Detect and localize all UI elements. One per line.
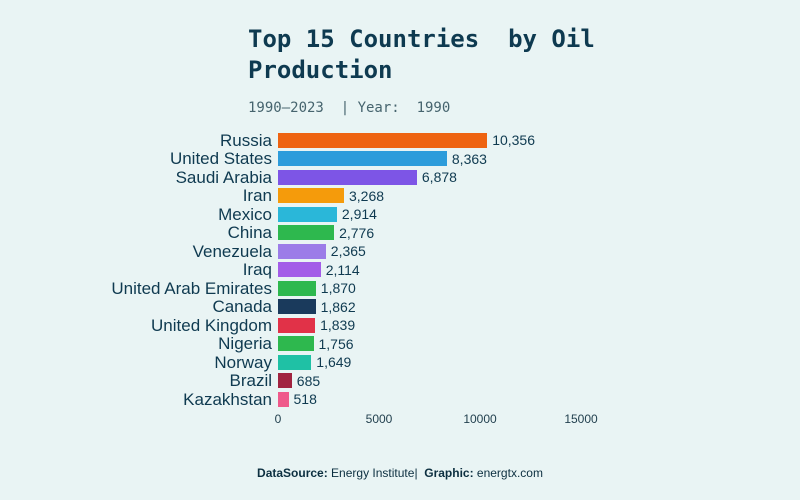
- bar-row: Venezuela 2,365: [0, 242, 800, 261]
- value-label: 685: [296, 372, 321, 389]
- bar-rows: Russia 10,356 United States 8,363 Saudi Arab…: [0, 131, 800, 409]
- country-label: United States: [169, 149, 272, 169]
- country-label: Norway: [214, 352, 272, 372]
- bar-row: Russia 10,356: [0, 131, 800, 150]
- value-label: 518: [293, 391, 317, 408]
- datasource-value: Energy Institute: [327, 466, 415, 480]
- country-label: Nigeria: [218, 334, 272, 354]
- value-label: 2,365: [330, 243, 366, 260]
- bar: [278, 243, 326, 259]
- value-label: 2,776: [339, 224, 375, 241]
- bar-row: Kazakhstan 518: [0, 390, 800, 409]
- value-label: 1,870: [320, 280, 356, 297]
- graphic-label: Graphic:: [424, 466, 474, 480]
- bar: [278, 391, 289, 407]
- country-label: China: [227, 223, 272, 243]
- bar: [278, 262, 321, 278]
- value-label: 3,268: [349, 187, 385, 204]
- graphic-value: energtx.com: [473, 466, 543, 480]
- country-label: United Kingdom: [151, 315, 272, 335]
- bar-row: Canada 1,862: [0, 298, 800, 317]
- datasource-label: DataSource:: [257, 466, 328, 480]
- value-label: 10,356: [492, 132, 536, 149]
- x-axis: 0 5000 10000 15000: [274, 412, 618, 428]
- chart-subtitle: 1990–2023 | Year: 1990: [248, 100, 451, 116]
- country-label: Canada: [212, 297, 272, 317]
- value-label: 6,878: [421, 169, 457, 186]
- x-tick-label: 15000: [564, 412, 598, 426]
- bar-row: Mexico 2,914: [0, 205, 800, 224]
- bar-row: Iraq 2,114: [0, 261, 800, 280]
- value-label: 8,363: [451, 150, 487, 167]
- country-label: Iran: [242, 186, 272, 206]
- x-tick-label: 5000: [365, 412, 393, 426]
- bar-row: Nigeria 1,756: [0, 335, 800, 354]
- bar: [278, 225, 335, 241]
- footer-credit: DataSource: Energy Institute| Graphic: e…: [0, 466, 800, 480]
- country-label: Kazakhstan: [183, 389, 272, 409]
- value-label: 1,649: [316, 354, 352, 371]
- country-label: Russia: [220, 130, 272, 150]
- chart-title: Top 15 Countries by Oil Production: [248, 25, 610, 84]
- bar-row: Iran 3,268: [0, 187, 800, 206]
- bar: [278, 354, 312, 370]
- bar-row: United States 8,363: [0, 150, 800, 169]
- bar: [278, 373, 292, 389]
- country-label: Saudi Arabia: [175, 167, 272, 187]
- country-label: Mexico: [218, 204, 272, 224]
- bar-row: Brazil 685: [0, 372, 800, 391]
- bar: [278, 151, 447, 167]
- bar: [278, 188, 344, 204]
- bar: [278, 132, 488, 148]
- x-tick-label: 0: [274, 412, 282, 426]
- country-label: Iraq: [242, 260, 272, 280]
- bar-row: United Kingdom 1,839: [0, 316, 800, 335]
- bar: [278, 336, 314, 352]
- value-label: 2,914: [341, 206, 377, 223]
- value-label: 1,839: [320, 317, 356, 334]
- x-tick-label: 10000: [463, 412, 497, 426]
- value-label: 1,756: [318, 335, 354, 352]
- bar: [278, 206, 337, 222]
- bar-row: United Arab Emirates 1,870: [0, 279, 800, 298]
- country-label: United Arab Emirates: [111, 278, 272, 298]
- footer-separator: |: [414, 466, 425, 480]
- bar-row: China 2,776: [0, 224, 800, 243]
- value-label: 2,114: [325, 261, 360, 278]
- bar: [278, 169, 417, 185]
- value-label: 1,862: [320, 298, 356, 315]
- country-label: Venezuela: [192, 241, 272, 261]
- bar-row: Norway 1,649: [0, 353, 800, 372]
- bar: [278, 299, 316, 315]
- bar: [278, 280, 316, 296]
- country-label: Brazil: [229, 371, 272, 391]
- bar-row: Saudi Arabia 6,878: [0, 168, 800, 187]
- bar: [278, 317, 316, 333]
